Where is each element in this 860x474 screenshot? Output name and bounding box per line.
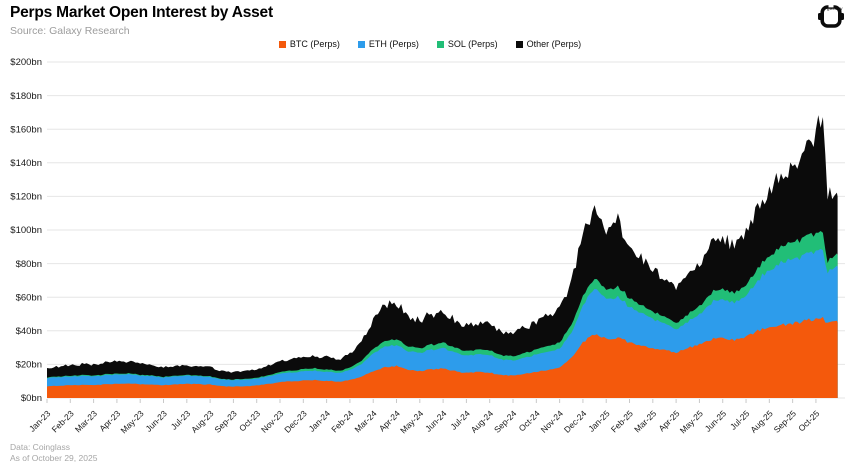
x-axis-label: Oct-24: [517, 408, 542, 433]
sol-swatch-icon: [436, 40, 444, 48]
x-axis-label: Nov-23: [259, 408, 286, 435]
x-axis-label: Sep-25: [772, 408, 799, 435]
series-area-btc-perps: [47, 316, 838, 398]
y-axis-label: $80bn: [16, 259, 42, 270]
y-axis-label: $120bn: [10, 192, 42, 203]
x-axis-label: May-24: [398, 408, 425, 435]
x-axis-label: Nov-24: [539, 408, 566, 435]
x-axis-label: Mar-24: [353, 408, 379, 434]
legend-label-eth: ETH (Perps): [368, 39, 419, 49]
chart-footnote: Data: Coinglass As of October 29, 2025: [10, 442, 97, 465]
y-axis-label: $0bn: [21, 393, 42, 404]
x-axis-label: Feb-24: [329, 408, 355, 434]
x-axis-label: May-23: [119, 408, 146, 435]
y-axis-label: $180bn: [10, 91, 42, 102]
legend-label-btc: BTC (Perps): [289, 39, 340, 49]
footnote-data-source: Data: Coinglass: [10, 442, 71, 452]
other-swatch-icon: [515, 40, 523, 48]
x-axis-label: Aug-23: [189, 408, 216, 435]
x-axis-label: Dec-23: [282, 408, 309, 435]
y-axis-label: $140bn: [10, 158, 42, 169]
x-axis-label: Mar-23: [73, 408, 99, 434]
y-axis-label: $40bn: [16, 326, 42, 337]
y-axis-label: $200bn: [10, 57, 42, 68]
x-axis-label: Aug-25: [748, 408, 775, 435]
y-axis-label: $100bn: [10, 225, 42, 236]
galaxy-logo-icon: [818, 5, 844, 28]
legend-item-other: Other (Perps): [515, 39, 582, 49]
x-axis-label: Sep-24: [492, 408, 519, 435]
x-axis-label: Feb-23: [50, 408, 76, 434]
x-axis-label: May-25: [678, 408, 705, 435]
x-axis-label: Oct-25: [796, 408, 821, 433]
legend-item-btc: BTC (Perps): [278, 39, 340, 49]
legend-label-other: Other (Perps): [526, 39, 582, 49]
eth-swatch-icon: [357, 40, 365, 48]
x-axis-label: Feb-25: [609, 408, 635, 434]
x-axis-label: Sep-23: [212, 408, 239, 435]
x-axis-label: Jun-24: [423, 408, 449, 434]
x-axis-label: Dec-24: [562, 408, 589, 435]
y-axis-label: $20bn: [16, 360, 42, 371]
y-axis-label: $160bn: [10, 124, 42, 135]
legend-item-eth: ETH (Perps): [357, 39, 419, 49]
chart-legend: BTC (Perps) ETH (Perps) SOL (Perps) Othe…: [0, 39, 860, 49]
x-axis-label: Jun-25: [703, 408, 729, 434]
chart-source-subtitle: Source: Galaxy Research: [10, 25, 130, 37]
galaxy-logo: galaxy: [818, 5, 852, 28]
x-axis-label: Aug-24: [469, 408, 496, 435]
x-axis-label: Jan-23: [27, 408, 53, 434]
page-title: Perps Market Open Interest by Asset: [10, 4, 273, 21]
legend-item-sol: SOL (Perps): [436, 39, 498, 49]
legend-label-sol: SOL (Perps): [447, 39, 498, 49]
x-axis-label: Jan-24: [307, 408, 333, 434]
y-axis-label: $60bn: [16, 292, 42, 303]
footnote-as-of-date: As of October 29, 2025: [10, 453, 98, 464]
x-axis-label: Jun-23: [143, 408, 169, 434]
x-axis-label: Mar-25: [632, 408, 658, 434]
x-axis-label: Oct-23: [237, 408, 262, 433]
x-axis-label: Jan-25: [586, 408, 612, 434]
btc-swatch-icon: [278, 40, 286, 48]
